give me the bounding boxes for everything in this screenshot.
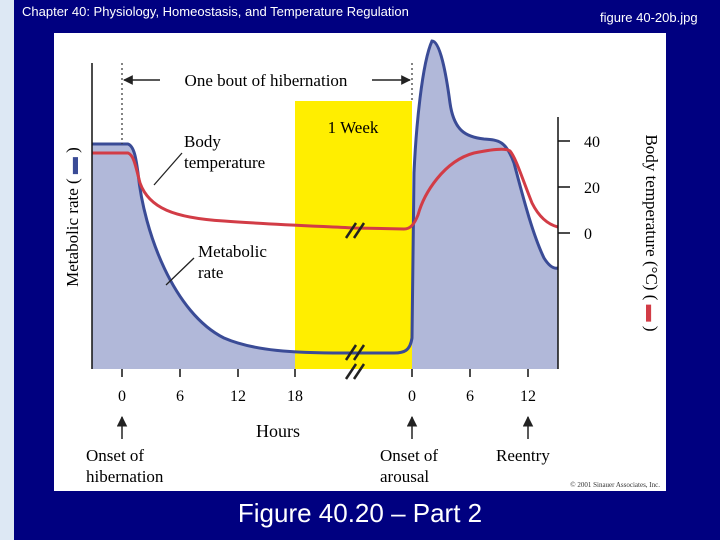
right-axis-label-group: Body temperature (°C) ( ▬ ) bbox=[642, 134, 661, 331]
x-tick-label: 0 bbox=[408, 388, 416, 405]
left-axis-label: Metabolic rate ( ▬ ) bbox=[63, 147, 82, 287]
metabolic-pointer bbox=[165, 257, 195, 286]
body-temp-pointer bbox=[153, 152, 183, 186]
onset-arousal-label: Onset of arousal bbox=[380, 446, 438, 486]
x-ticks bbox=[121, 369, 529, 377]
hibernation-chart: 40 20 0 0 6 12 18 0 6 12 Hours bbox=[63, 39, 661, 489]
week-label: 1 Week bbox=[328, 118, 379, 137]
x-tick-label: 6 bbox=[176, 388, 184, 405]
x-tick-label: 18 bbox=[287, 388, 303, 405]
copyright-text: © 2001 Sinauer Associates, Inc. bbox=[570, 481, 660, 489]
body-temperature-line bbox=[92, 147, 559, 231]
right-axis-label: Body temperature (°C) ( ▬ ) bbox=[642, 134, 661, 331]
x-tick-label: 0 bbox=[118, 388, 126, 405]
left-axis-label-group: Metabolic rate ( ▬ ) bbox=[63, 147, 82, 287]
one-week-band bbox=[295, 101, 412, 369]
axis-break-marks bbox=[344, 222, 366, 380]
x-tick-label: 12 bbox=[230, 388, 246, 405]
metabolic-rate-area bbox=[92, 41, 558, 369]
x-axis-label: Hours bbox=[256, 421, 300, 441]
right-tick-label-20: 20 bbox=[584, 180, 600, 197]
metabolic-rate-line bbox=[92, 39, 559, 355]
metabolic-rate-label: Metabolic rate bbox=[198, 242, 267, 282]
chapter-title: Chapter 40: Physiology, Homeostasis, and… bbox=[22, 4, 409, 19]
x-tick-label: 12 bbox=[520, 388, 536, 405]
reentry-label: Reentry bbox=[496, 446, 550, 465]
right-tick-label-0: 0 bbox=[584, 226, 592, 243]
right-tick-label-40: 40 bbox=[584, 134, 600, 151]
onset-hibernation-label: Onset of hibernation bbox=[86, 446, 164, 486]
x-tick-label: 6 bbox=[466, 388, 474, 405]
body-temperature-label: Body temperature bbox=[184, 132, 265, 172]
left-edge-strip bbox=[0, 0, 14, 540]
figure-panel: 40 20 0 0 6 12 18 0 6 12 Hours bbox=[54, 33, 666, 491]
figure-caption: Figure 40.20 – Part 2 bbox=[237, 498, 483, 528]
file-name: figure 40-20b.jpg bbox=[600, 10, 698, 25]
bout-label: One bout of hibernation bbox=[185, 71, 348, 90]
